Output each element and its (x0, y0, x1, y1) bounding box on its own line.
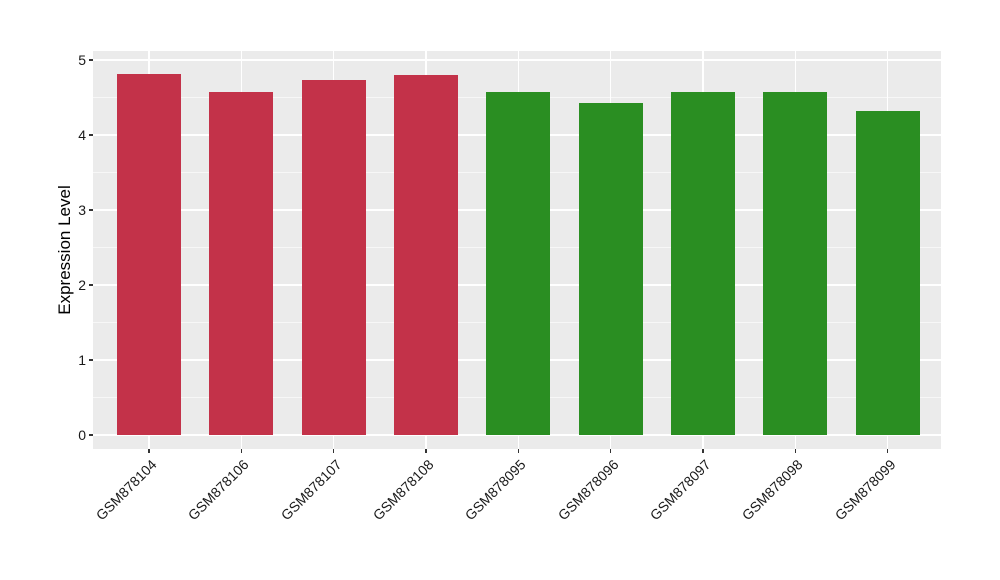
bar-GSM878098 (763, 92, 828, 435)
x-tick-mark (794, 449, 797, 453)
bar-GSM878096 (578, 102, 643, 435)
y-tick-label: 4 (78, 127, 86, 143)
bar-GSM878106 (209, 92, 274, 435)
y-tick-mark (89, 59, 93, 61)
y-tick-label: 0 (78, 427, 86, 443)
x-tick-mark (332, 449, 335, 453)
bar-GSM878108 (394, 75, 459, 435)
x-tick-mark (517, 449, 520, 453)
x-tick-mark (148, 449, 150, 453)
y-tick-label: 2 (78, 277, 86, 293)
x-tick-mark (702, 449, 704, 453)
x-tick-mark (240, 449, 243, 453)
x-tick-mark (609, 449, 612, 453)
bar-GSM878099 (855, 111, 920, 435)
bar-GSM878107 (301, 80, 366, 435)
bar-GSM878095 (486, 92, 551, 435)
y-tick-label: 1 (78, 352, 86, 368)
y-tick-mark (89, 134, 93, 136)
gridline-major (93, 434, 941, 436)
y-tick-mark (89, 434, 93, 436)
y-tick-label: 5 (78, 52, 86, 68)
x-tick-mark (886, 449, 889, 453)
y-tick-mark (89, 284, 93, 286)
y-tick-mark (89, 359, 93, 361)
plot-panel (93, 51, 941, 449)
y-tick-label: 3 (78, 202, 86, 218)
y-tick-mark (89, 209, 93, 211)
x-tick-mark (425, 449, 427, 453)
gridline-major (93, 59, 941, 61)
bar-GSM878097 (671, 92, 736, 435)
bar-GSM878104 (117, 74, 181, 435)
